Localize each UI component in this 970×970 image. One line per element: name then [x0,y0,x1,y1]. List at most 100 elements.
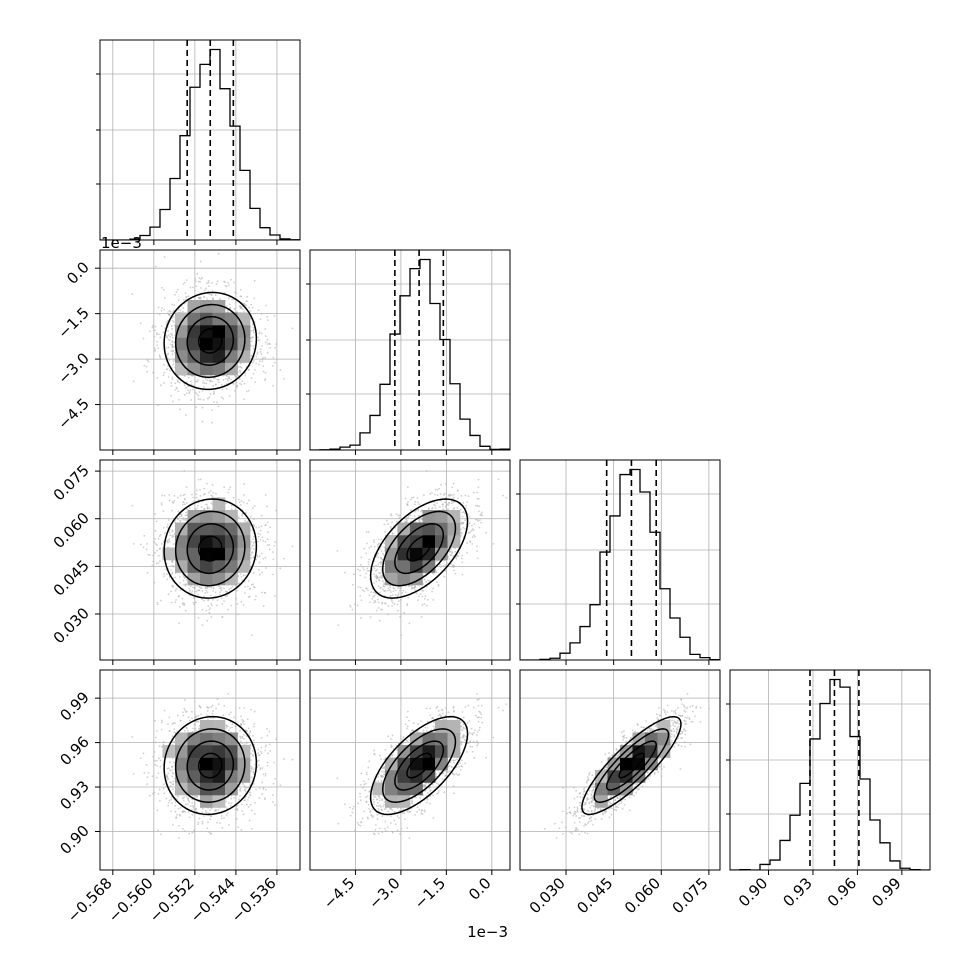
histogram [730,678,930,870]
density-cell [607,770,621,783]
density-cell [435,745,448,758]
y-tick-label: 0.90 [56,822,92,858]
contour [163,715,258,816]
density-cell [175,337,188,351]
contour [593,728,670,803]
density-cell [410,547,423,561]
histogram [520,468,720,660]
x-tick-label: 0.045 [573,874,616,917]
density-cell [200,547,213,561]
x-offset-label: 1e−3 [467,923,508,941]
x-tick-label: 0.075 [669,874,712,917]
density-cell [225,547,238,561]
y-tick-label: 0.075 [50,461,93,504]
x-tick-label: 0.0 [465,874,495,904]
x-tick-label: −0.544 [187,874,239,926]
panel-3-2: 0.030 0.045 0.060 0.075 [519,669,721,917]
density-cell [225,510,238,523]
density-cell [187,547,201,561]
density-cell [225,782,238,796]
density-cell [200,745,213,758]
density-cell [187,572,201,586]
panel-frame [309,669,511,871]
density-cell [200,572,213,586]
y-tick-label: 0.060 [50,509,93,552]
x-tick-label: −0.552 [146,874,198,926]
panel-3-0: 0.90 0.93 0.96 0.99 −0.568−0.560−0.552−0.544… [56,669,301,926]
panel-content [310,250,510,450]
contour [163,291,258,391]
contour [581,715,682,816]
density-cell [212,522,226,536]
y-tick-label: 0.96 [56,733,92,769]
density-cell [397,782,411,796]
y-tick-label: −1.5 [54,304,92,342]
density-cell [225,337,238,351]
density-cell [187,300,201,313]
density-cell [397,560,411,573]
y-offset-label: 1e−3 [101,234,142,252]
x-tick-label: 0.030 [526,874,569,917]
density-cell [447,720,461,733]
density-cell [212,312,226,326]
density-cell [435,720,448,733]
x-tick-label: −0.568 [64,874,116,926]
panel-frame [99,249,301,451]
contour [174,510,246,587]
contour [197,535,223,562]
panel-content [520,460,720,660]
panel-frame [519,459,721,661]
contour [197,328,223,354]
panel-content [100,250,300,450]
density-cell [397,757,411,771]
density-cell [632,745,646,758]
density-cell [212,757,226,771]
y-tick-label: 0.93 [56,777,92,813]
density-cell [237,522,251,536]
density-cell [447,510,461,523]
density-cell [422,547,436,561]
density-cell [200,770,213,783]
contour [163,498,258,599]
x-tick-label: −3.0 [365,874,403,912]
density-cell [200,325,213,338]
contour [186,315,235,366]
density-cell [212,732,226,746]
density-cell [212,547,226,561]
density-cell [410,782,423,796]
panel-3-1: −4.5 −3.0 −1.5 0.0 [309,669,511,913]
diag-panel-1 [306,249,511,455]
density-cell [225,572,238,586]
contour [381,728,457,803]
density-cell [187,312,201,326]
density-cell [200,300,213,313]
density-cell [187,350,201,363]
density-cell [212,350,226,363]
panel-frame [519,669,721,871]
contour [394,740,445,791]
x-tick-label: −0.536 [228,874,280,926]
density-cell [200,782,213,796]
density-cell [422,535,436,548]
contour [186,740,235,791]
panel-content [730,670,930,870]
diag-panel-0 [96,39,301,245]
panel-content [310,670,510,870]
density-cell [212,770,226,783]
density-cell [422,510,436,523]
diag-panel-3: 0.90 0.93 0.96 0.99 [726,669,931,910]
density-cell [447,522,461,536]
density-cell [212,745,226,758]
density-cell [225,312,238,326]
contour [618,752,645,779]
contour [369,715,469,816]
density-cell [187,757,201,771]
y-tick-label: −3.0 [54,349,92,387]
panel-2-1 [309,459,511,665]
density-cell [225,732,238,746]
density-cell [225,757,238,771]
density-cell [435,510,448,523]
contour [174,728,246,803]
density-cell [397,572,411,586]
